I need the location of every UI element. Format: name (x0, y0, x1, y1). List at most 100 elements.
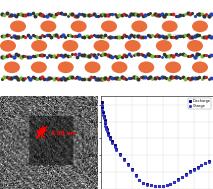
Charge (123, 159, 125, 161)
Discharge (111, 140, 114, 142)
Discharge (138, 178, 141, 181)
Discharge (127, 163, 129, 165)
Ellipse shape (71, 20, 87, 32)
Charge (158, 185, 160, 187)
Discharge (165, 184, 168, 186)
Ellipse shape (31, 40, 47, 52)
Charge (185, 174, 187, 176)
Discharge (119, 153, 121, 155)
Charge (102, 114, 104, 116)
Charge (127, 164, 129, 166)
Charge (103, 117, 105, 119)
Discharge (109, 136, 111, 138)
Discharge (192, 168, 195, 170)
Charge (142, 182, 145, 184)
Discharge (106, 128, 108, 130)
Charge (106, 130, 108, 132)
Ellipse shape (0, 40, 16, 52)
Ellipse shape (94, 40, 109, 52)
Charge (177, 178, 179, 181)
Discharge (146, 183, 148, 185)
Discharge (200, 164, 203, 166)
Ellipse shape (58, 61, 74, 73)
Charge (100, 104, 103, 106)
Discharge (105, 125, 107, 128)
Charge (169, 183, 172, 185)
Charge (111, 142, 114, 144)
Discharge (189, 170, 191, 173)
Discharge (169, 182, 172, 185)
Ellipse shape (131, 20, 147, 32)
Discharge (196, 166, 199, 168)
Ellipse shape (156, 40, 172, 52)
Charge (200, 164, 203, 167)
Ellipse shape (101, 20, 117, 32)
Discharge (103, 119, 106, 121)
Ellipse shape (62, 40, 78, 52)
Legend: Discharge, Charge: Discharge, Charge (188, 98, 211, 109)
Line: Charge: Charge (101, 104, 210, 187)
Discharge (150, 184, 152, 186)
Discharge (142, 181, 145, 184)
Charge (103, 121, 106, 123)
Discharge (115, 147, 118, 150)
Charge (113, 146, 116, 148)
Discharge (154, 185, 156, 187)
Discharge (181, 175, 183, 178)
Ellipse shape (192, 20, 208, 32)
Discharge (104, 122, 107, 124)
Ellipse shape (187, 40, 203, 52)
Ellipse shape (125, 40, 141, 52)
Discharge (204, 162, 207, 164)
Discharge (113, 144, 116, 146)
Discharge (123, 158, 125, 160)
Discharge (100, 101, 103, 103)
Charge (189, 171, 191, 173)
Charge (154, 185, 156, 187)
Ellipse shape (162, 20, 178, 32)
Charge (208, 161, 210, 163)
Discharge (173, 180, 176, 183)
Ellipse shape (31, 61, 47, 73)
Discharge (130, 168, 133, 170)
Discharge (161, 185, 164, 187)
Ellipse shape (192, 61, 208, 73)
Charge (146, 183, 148, 186)
Discharge (134, 174, 137, 176)
Text: 0.38 nm: 0.38 nm (51, 131, 76, 136)
Charge (181, 176, 183, 178)
Ellipse shape (4, 61, 20, 73)
Charge (161, 185, 164, 187)
Charge (104, 125, 107, 127)
Ellipse shape (165, 61, 181, 73)
Charge (119, 154, 121, 156)
Charge (196, 167, 199, 169)
Charge (130, 169, 133, 171)
Ellipse shape (10, 20, 26, 32)
Discharge (177, 178, 179, 180)
Charge (115, 149, 118, 151)
Charge (109, 138, 111, 140)
Charge (138, 179, 141, 181)
Charge (134, 174, 137, 177)
Y-axis label: Sp. Capacity (mAhg-1): Sp. Capacity (mAhg-1) (82, 123, 86, 163)
Charge (173, 181, 176, 183)
Discharge (103, 114, 105, 117)
Line: Discharge: Discharge (101, 101, 210, 187)
Charge (107, 134, 110, 137)
Ellipse shape (111, 61, 127, 73)
Discharge (101, 106, 104, 109)
Ellipse shape (138, 61, 154, 73)
Charge (204, 162, 207, 165)
Discharge (185, 173, 187, 175)
Ellipse shape (85, 61, 101, 73)
Charge (101, 109, 104, 111)
Discharge (208, 160, 210, 162)
Charge (192, 169, 195, 171)
Discharge (107, 132, 110, 135)
Charge (105, 128, 107, 130)
Discharge (158, 185, 160, 187)
Ellipse shape (40, 20, 56, 32)
Charge (150, 184, 152, 187)
Discharge (102, 111, 104, 113)
